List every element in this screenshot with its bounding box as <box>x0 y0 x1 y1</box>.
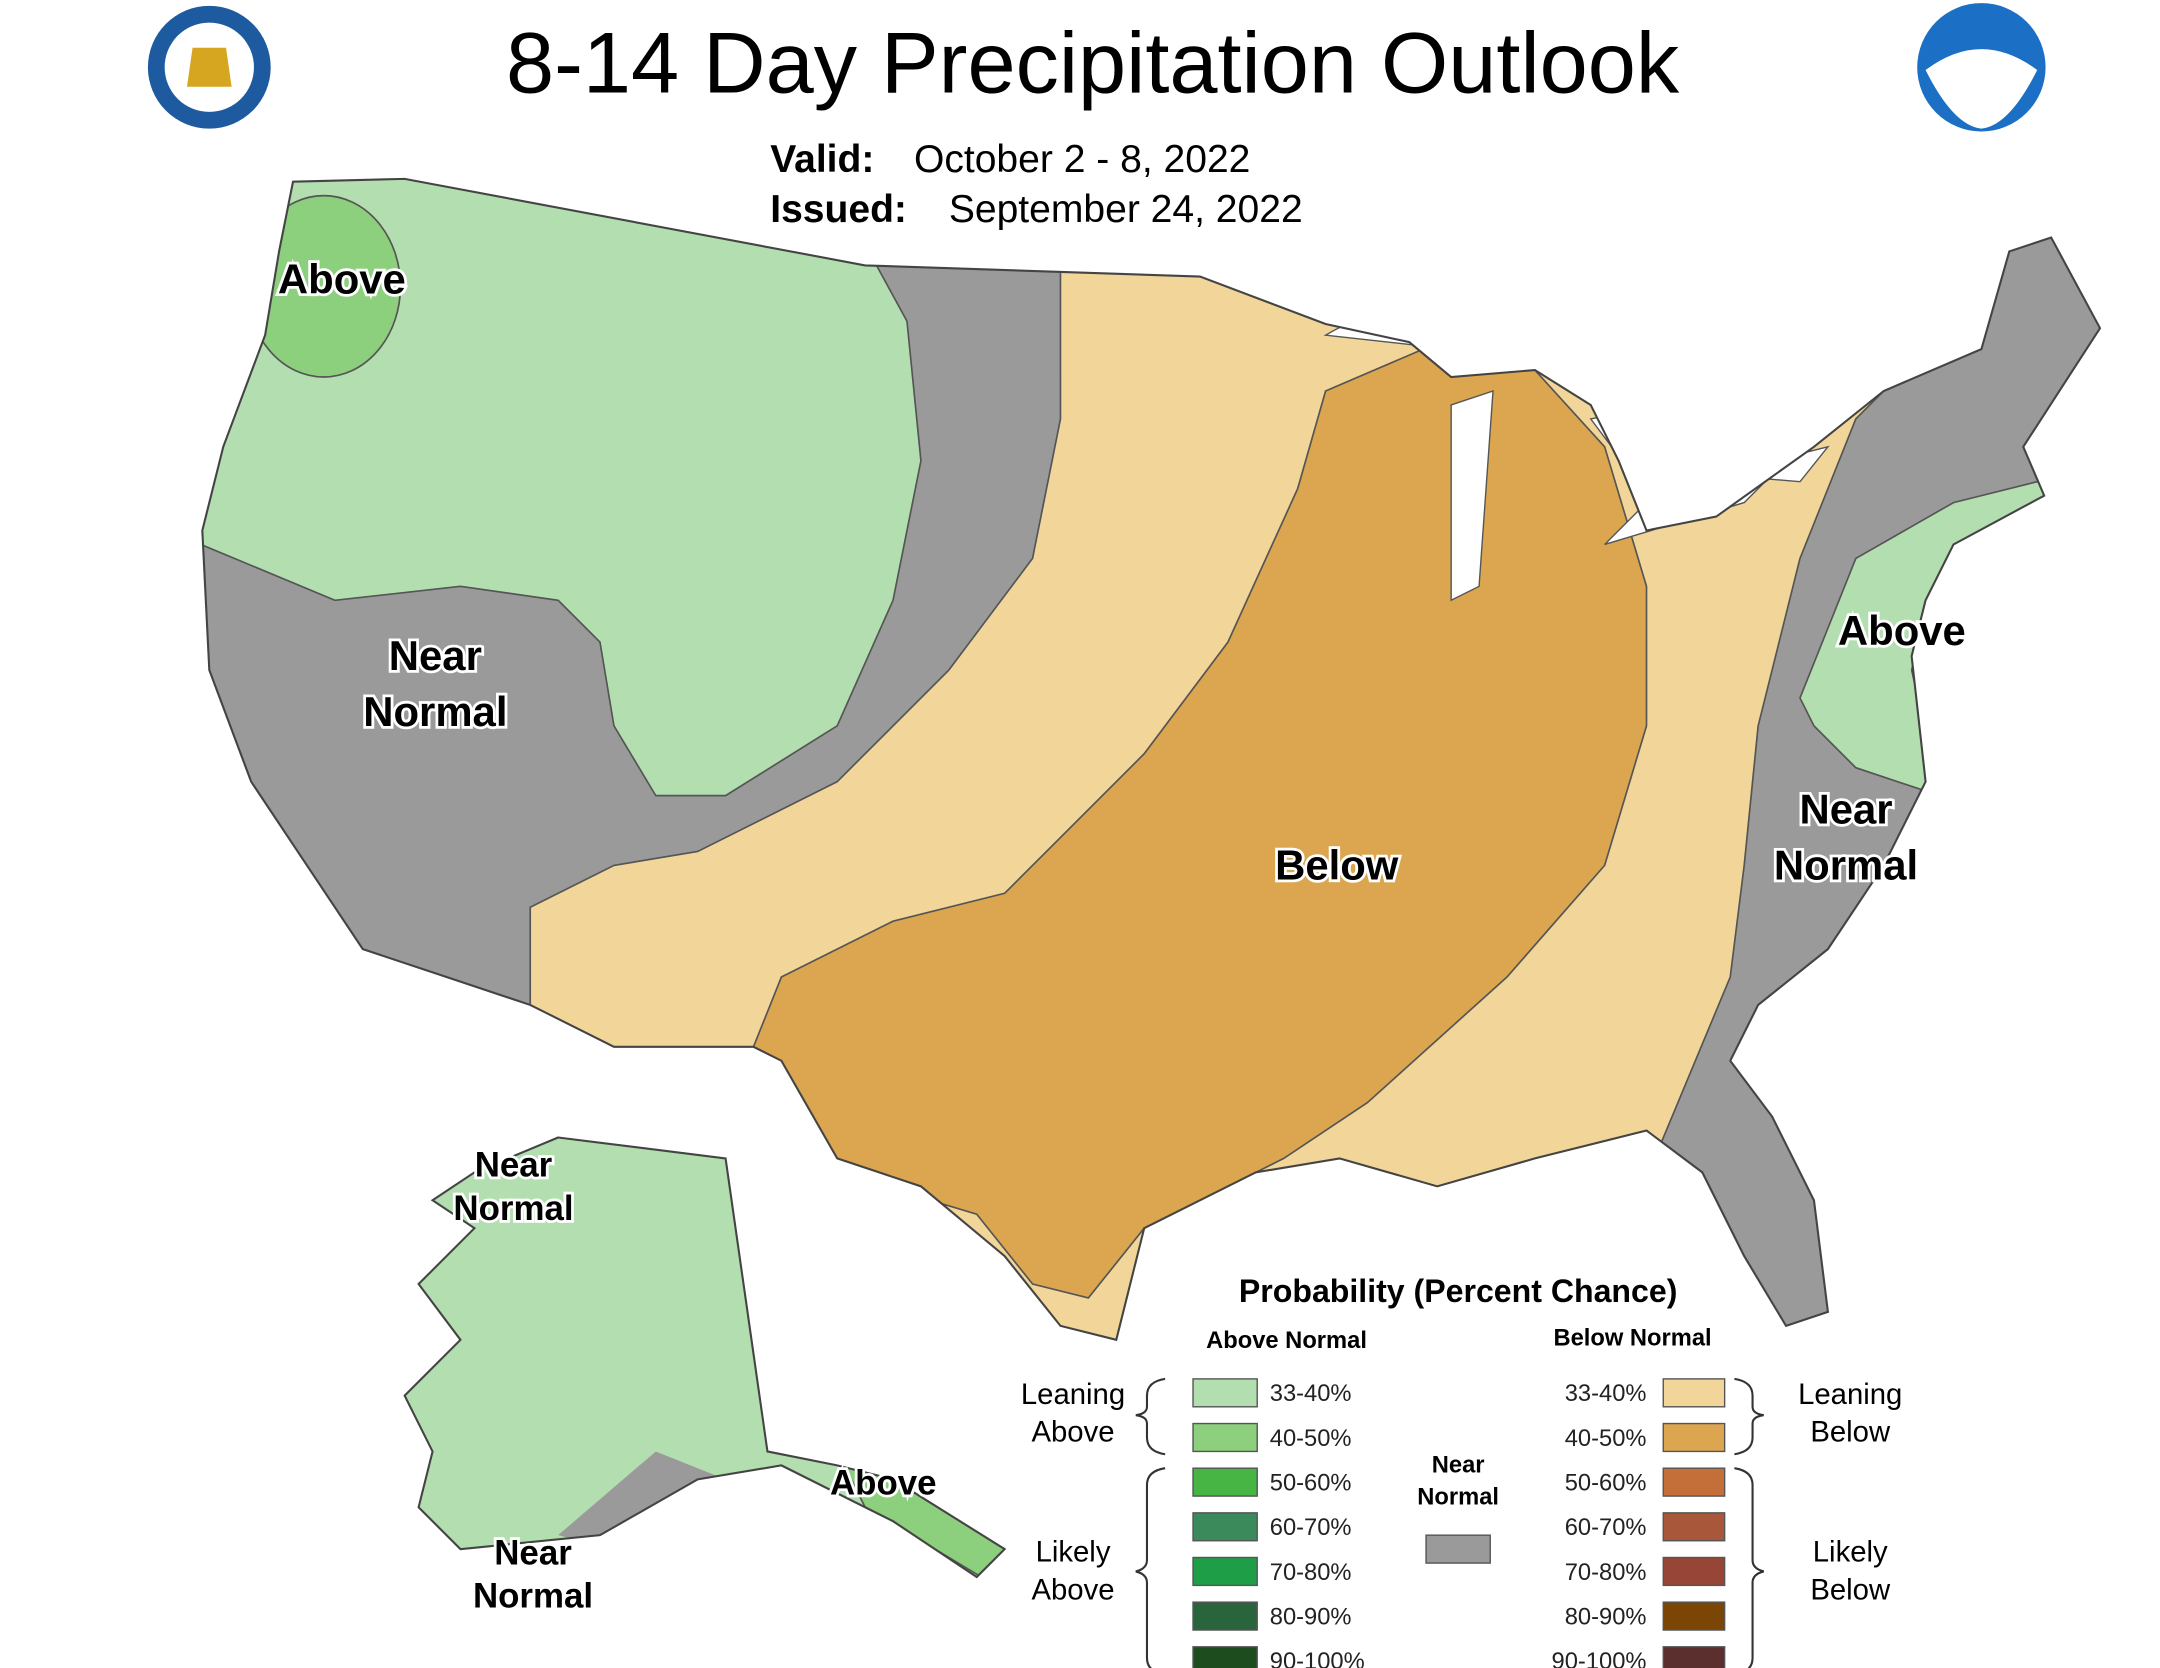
issued-label: Issued: <box>770 188 907 231</box>
below-range: 40-50% <box>1565 1426 1647 1452</box>
near-normal-swatch <box>1425 1534 1491 1564</box>
label-line: Below <box>1275 841 1399 888</box>
above-heading: Above Normal <box>1206 1328 1367 1354</box>
label-line: Normal <box>453 1189 573 1228</box>
brace <box>1135 1377 1166 1456</box>
alaska-outline <box>403 1136 1007 1579</box>
label-line: Near <box>389 632 482 679</box>
below-swatch <box>1662 1467 1726 1497</box>
above-range: 33-40% <box>1270 1381 1352 1407</box>
region-label: Above <box>278 255 406 302</box>
legend: Probability (Percent Chance) Above Norma… <box>1021 1273 1902 1668</box>
likely-below: Likely Below <box>1810 1536 1891 1607</box>
conus-outline <box>201 177 2102 1342</box>
alaska-near-normal-area <box>558 1451 726 1550</box>
label-line: Near <box>494 1533 572 1572</box>
below-swatch <box>1662 1556 1726 1587</box>
leaning-below: Leaning Below <box>1798 1378 1902 1449</box>
above-range: 70-80% <box>1270 1560 1352 1586</box>
above-range: 50-60% <box>1270 1471 1352 1497</box>
above-range: 90-100% <box>1270 1649 1365 1668</box>
valid-value: October 2 - 8, 2022 <box>914 138 1250 181</box>
near-normal-heading: Near Normal <box>1417 1452 1499 1510</box>
label-line: Normal <box>1774 841 1918 888</box>
leaning-above: Leaning Above <box>1021 1378 1125 1449</box>
below-range: 80-90% <box>1565 1604 1647 1630</box>
legend-title: Probability (Percent Chance) <box>1239 1273 1678 1309</box>
label-line: Normal <box>363 688 507 735</box>
below-swatch <box>1662 1422 1726 1453</box>
region-label: Below <box>1275 841 1399 888</box>
below-range: 70-80% <box>1565 1560 1647 1586</box>
below-range: 33-40% <box>1565 1381 1647 1407</box>
above-range: 80-90% <box>1270 1604 1352 1630</box>
region-label: Near Normal <box>363 632 507 735</box>
brace <box>1734 1467 1764 1668</box>
label-line: Near <box>475 1146 553 1185</box>
region-label: Near Normal <box>473 1533 593 1615</box>
label-line: Above <box>830 1464 937 1503</box>
above-range: 40-50% <box>1270 1426 1352 1452</box>
map-labels: Above Near Normal Below Above Near Normal Near N… <box>275 253 1969 1619</box>
issued-value: September 24, 2022 <box>949 188 1303 231</box>
likely-above: Likely Above <box>1031 1536 1114 1607</box>
above-swatch <box>1192 1422 1258 1453</box>
label-line: Above <box>278 255 406 302</box>
valid-label: Valid: <box>770 138 874 181</box>
below-range: 50-60% <box>1565 1471 1647 1497</box>
region-label: Near Normal <box>453 1146 573 1228</box>
below-range: 90-100% <box>1552 1649 1647 1668</box>
above-swatch <box>1192 1378 1258 1408</box>
above-swatch <box>1192 1646 1258 1668</box>
above-swatch <box>1192 1467 1258 1497</box>
below-swatch <box>1662 1512 1726 1542</box>
region-label: Near Normal <box>1774 786 1918 889</box>
noaa-logo <box>1917 3 2046 132</box>
below-range: 60-70% <box>1565 1515 1647 1541</box>
brace <box>1734 1377 1764 1456</box>
above-range: 60-70% <box>1270 1515 1352 1541</box>
label-line: Normal <box>473 1577 593 1616</box>
below-swatch <box>1662 1601 1726 1631</box>
below-swatch <box>1662 1646 1726 1668</box>
label-line: Above <box>1838 607 1966 654</box>
below-swatch <box>1662 1378 1726 1408</box>
above-swatch <box>1192 1556 1258 1587</box>
below-heading: Below Normal <box>1553 1325 1711 1351</box>
title: 8-14 Day Precipitation Outlook <box>506 15 1680 111</box>
label-line: Near <box>1799 786 1892 833</box>
region-label: Above <box>1838 607 1966 654</box>
above-swatch <box>1192 1512 1258 1542</box>
below-40-area <box>752 348 1648 1299</box>
brace <box>1135 1467 1166 1668</box>
logo-shield <box>186 47 232 87</box>
above-swatch <box>1192 1601 1258 1631</box>
commerce-logo <box>147 5 271 129</box>
region-label: Above <box>830 1464 937 1503</box>
logo-gull <box>1925 49 2038 129</box>
